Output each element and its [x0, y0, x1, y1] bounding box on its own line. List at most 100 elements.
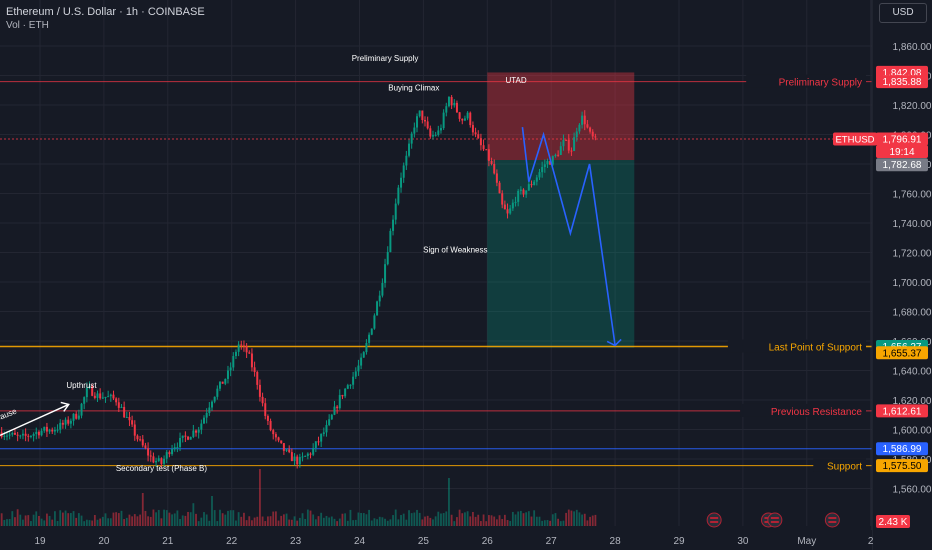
volume-bar: [325, 515, 328, 526]
candle-body: [107, 396, 110, 398]
candle-body: [43, 426, 46, 431]
volume-bar: [160, 518, 163, 526]
candle-body: [365, 342, 368, 353]
candle-body: [171, 449, 174, 455]
candle-body: [282, 443, 285, 451]
candle-body: [506, 209, 509, 214]
candle-body: [285, 449, 288, 451]
projection-arrowhead: [606, 338, 622, 347]
volume-bar: [181, 515, 184, 526]
volume-bar: [349, 509, 352, 526]
volume-bar: [365, 514, 368, 526]
volume-bar: [264, 521, 267, 526]
candle-body: [394, 203, 397, 220]
candle-body: [498, 182, 501, 194]
price-tag: [876, 75, 928, 89]
candle-body: [248, 352, 251, 354]
take-profit-zone: [487, 160, 635, 348]
volume-bar: [139, 514, 142, 526]
candle-body: [429, 128, 432, 137]
candle-body: [426, 121, 429, 129]
volume-bar: [565, 512, 568, 526]
volume-bar: [35, 511, 38, 526]
volume-bar: [498, 515, 501, 526]
candle-body: [357, 365, 360, 372]
annotation-label: Preliminary Supply: [352, 54, 419, 63]
candle-body: [155, 460, 158, 463]
volume-bar: [448, 478, 450, 526]
y-tick-label: 1,560.00: [893, 485, 932, 496]
event-flag-icon: [824, 512, 840, 528]
volume-bar: [485, 521, 488, 526]
volume-bar: [30, 521, 32, 526]
volume-bar: [112, 512, 115, 526]
volume-bar: [27, 515, 30, 526]
candle-body: [261, 396, 264, 404]
x-tick-label: 22: [226, 536, 238, 547]
volume-bar: [285, 513, 288, 526]
candle-body: [296, 456, 299, 465]
candle-body: [269, 420, 272, 431]
candle-body: [423, 119, 426, 122]
candle-body: [163, 458, 166, 464]
candle-body: [203, 417, 206, 424]
volume-bar: [120, 510, 123, 526]
candle-body: [541, 167, 544, 173]
volume-bar: [51, 519, 54, 526]
volume-bar: [487, 515, 490, 526]
volume-bar: [392, 515, 394, 526]
volume-bar: [509, 520, 512, 526]
volume-bar: [163, 509, 165, 526]
volume-bar: [426, 515, 429, 526]
volume-bar: [567, 509, 570, 526]
candle-body: [439, 128, 442, 131]
volume-bar: [506, 519, 509, 526]
volume-bar: [219, 509, 221, 526]
candle-body: [591, 131, 594, 137]
volume-bar: [280, 515, 283, 526]
candle-body: [192, 430, 195, 437]
candle-body: [69, 420, 72, 424]
y-tick-label: 1,720.00: [893, 249, 932, 260]
candle-body: [93, 395, 96, 398]
volume-bar: [282, 514, 285, 526]
volume-bar: [384, 518, 386, 526]
volume-bar: [179, 519, 181, 526]
y-tick-label: 1,640.00: [893, 367, 932, 378]
candle-body: [368, 334, 371, 343]
candle-body: [328, 419, 331, 425]
candle-body: [53, 429, 56, 432]
level-label: Last Point of Support: [769, 343, 863, 354]
candle-body: [418, 110, 421, 117]
candle-body: [442, 112, 445, 129]
volume-bar: [3, 519, 6, 526]
volume-bar: [594, 514, 597, 526]
candle-body: [384, 264, 387, 283]
volume-bar: [24, 515, 27, 526]
candle-body: [165, 452, 168, 459]
candle-body: [503, 204, 506, 210]
candle-body: [112, 394, 115, 399]
candle-body: [471, 125, 474, 133]
candle-body: [533, 181, 536, 186]
volume-bar: [453, 521, 456, 526]
volume-bar: [115, 512, 118, 526]
volume-bar: [440, 513, 442, 526]
candle-body: [181, 435, 184, 438]
y-tick-label: 1,620.00: [893, 396, 932, 407]
volume-bar: [64, 510, 67, 526]
price-tag-label: 1,782.68: [883, 160, 922, 171]
candle-body: [485, 149, 488, 151]
volume-bar: [336, 521, 339, 526]
volume-bar: [187, 511, 189, 526]
currency-button[interactable]: USD: [879, 3, 927, 23]
candle-body: [314, 441, 317, 448]
x-tick-label: 26: [482, 536, 494, 547]
volume-bar: [168, 512, 171, 526]
candle-body: [493, 163, 496, 174]
candle-body: [557, 154, 560, 156]
candles: [0, 95, 597, 469]
volume-bar: [14, 517, 16, 526]
